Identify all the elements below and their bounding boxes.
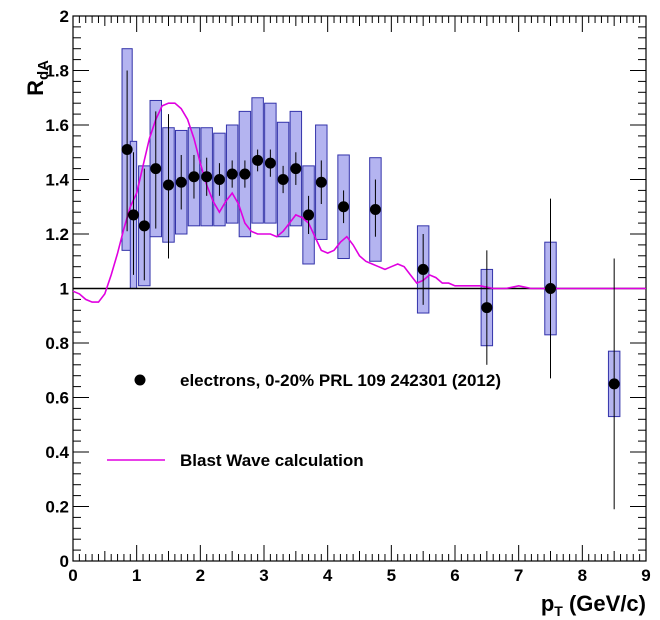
data-point — [338, 201, 350, 213]
x-axis-title-main: p — [541, 591, 554, 616]
data-point — [150, 163, 162, 175]
data-point — [175, 176, 187, 188]
y-tick-label: 1.6 — [45, 116, 69, 135]
data-point — [239, 168, 251, 180]
data-point — [188, 171, 200, 183]
x-tick-label: 1 — [132, 566, 141, 585]
data-point — [252, 154, 264, 166]
y-tick-label: 0 — [60, 552, 69, 571]
data-point — [264, 157, 276, 169]
y-tick-label: 1 — [60, 280, 69, 299]
data-point — [121, 144, 133, 156]
y-tick-label: 1.4 — [45, 171, 69, 190]
legend-marker-electrons — [134, 374, 146, 386]
y-tick-label: 0.2 — [45, 498, 69, 517]
x-axis-title: pT (GeV/c) — [541, 591, 646, 619]
data-point — [608, 378, 620, 390]
axes-layer: 0 1 2 3 4 5 6 7 8 9 0 0.2 0.4 0.6 0.8 1 1.2 1.4 1.6 1.8 2 — [45, 7, 650, 585]
data-point — [277, 174, 289, 185]
data-point — [315, 176, 327, 188]
legend-label-blast-wave: Blast Wave calculation — [180, 451, 364, 470]
data-point — [201, 171, 213, 183]
systematic-boxes — [121, 48, 621, 418]
y-tick-label: 1.8 — [45, 62, 69, 81]
y-tick-label: 0.4 — [45, 443, 69, 462]
data-point — [213, 174, 225, 185]
data-point — [163, 179, 174, 191]
x-tick-label: 8 — [578, 566, 587, 585]
data-point — [481, 302, 493, 314]
x-axis-title-sub: T — [554, 603, 563, 619]
x-tick-label: 3 — [259, 566, 268, 585]
x-axis-title-rest: (GeV/c) — [563, 591, 646, 616]
x-tick-label: 2 — [196, 566, 205, 585]
y-tick-label: 1.2 — [45, 225, 69, 244]
data-point — [290, 163, 302, 175]
y-axis-title-main: R — [23, 80, 48, 96]
x-tick-label: 7 — [514, 566, 523, 585]
x-tick-label: 6 — [450, 566, 459, 585]
data-point — [545, 283, 556, 294]
y-tick-label: 0.6 — [45, 389, 69, 408]
data-points — [121, 70, 620, 510]
y-tick-label: 2 — [60, 7, 69, 26]
data-point — [226, 168, 238, 180]
data-point — [369, 203, 381, 215]
x-tick-label: 0 — [68, 566, 77, 585]
y-axis-title-sub: dA — [35, 60, 52, 80]
legend: electrons, 0-20% PRL 109 242301 (2012) B… — [107, 371, 501, 470]
data-point — [127, 209, 139, 221]
y-axis-title: RdA — [23, 60, 52, 96]
data-point — [138, 220, 150, 232]
y-tick-label: 0.8 — [45, 334, 69, 353]
data-point — [303, 209, 315, 221]
legend-label-electrons: electrons, 0-20% PRL 109 242301 (2012) — [180, 371, 501, 390]
x-tick-label: 9 — [641, 566, 650, 585]
data-point — [417, 263, 429, 275]
x-tick-label: 5 — [387, 566, 396, 585]
x-tick-label: 4 — [323, 566, 333, 585]
